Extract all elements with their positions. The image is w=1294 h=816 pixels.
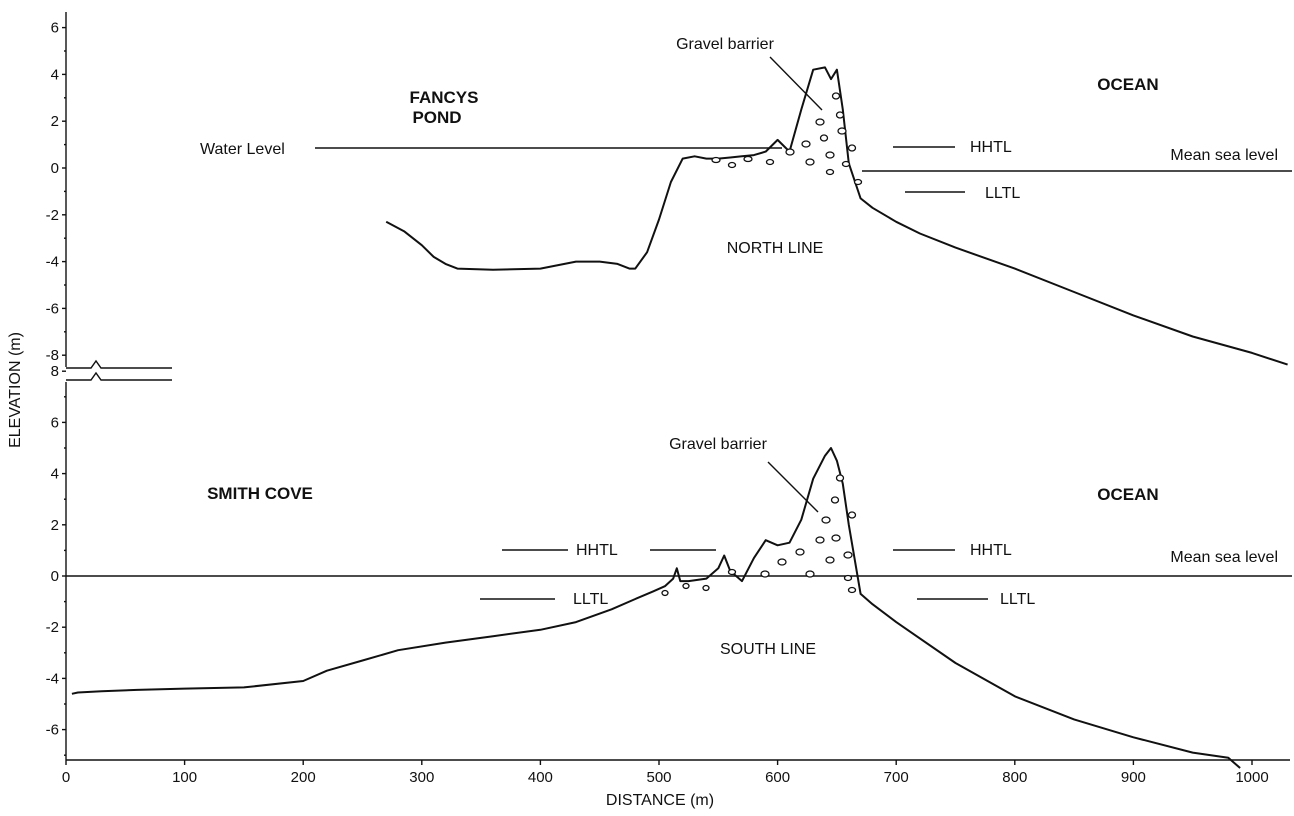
gravel-barrier-leader-bottom — [767, 461, 819, 513]
north-line-label: NORTH LINE — [727, 240, 824, 257]
y-tick-label-bottom: -4 — [46, 670, 59, 687]
x-tick-label: 800 — [1002, 769, 1027, 786]
y-tick-label-top: 0 — [51, 160, 59, 177]
y-tick-label-bottom: 8 — [51, 363, 59, 380]
x-tick-label: 300 — [409, 769, 434, 786]
lltl-label-bottom-left: LLTL — [573, 591, 608, 608]
y-tick-label-bottom: 0 — [51, 568, 59, 585]
x-tick-label: 100 — [172, 769, 197, 786]
y-tick-label-bottom: 6 — [51, 414, 59, 431]
gravel-barrier-label-top: Gravel barrier — [676, 36, 774, 53]
tick-marks — [62, 26, 1253, 765]
gravel-pebbles-bottom — [661, 474, 857, 597]
tick-labels: 6 4 2 0 -2 -4 -6 -88 6 4 2 0 -2 -4 -6 0 100 200 300 400 500 6… — [46, 20, 1269, 786]
y-tick-label-top: -8 — [46, 347, 59, 364]
axis-break-top — [66, 359, 172, 369]
fancys-pond-label-line2: POND — [412, 108, 461, 127]
y-tick-label-top: 2 — [51, 113, 59, 130]
ocean-label-bottom: OCEAN — [1097, 485, 1158, 504]
north-line-profile — [385, 66, 1288, 366]
y-axis-label: ELEVATION (m) — [7, 332, 24, 448]
x-tick-label: 900 — [1121, 769, 1146, 786]
hhtl-label-top: HHTL — [970, 139, 1012, 156]
gravel-barrier-leader-top — [769, 56, 823, 111]
water-level-label: Water Level — [200, 141, 285, 158]
hhtl-label-bottom-right: HHTL — [970, 542, 1012, 559]
smith-cove-label: SMITH COVE — [207, 484, 313, 503]
fancys-pond-label-line1: FANCYS — [410, 88, 479, 107]
ocean-label-top: OCEAN — [1097, 75, 1158, 94]
mean-sea-level-label-top: Mean sea level — [1170, 147, 1278, 164]
x-tick-label: 700 — [884, 769, 909, 786]
x-tick-label: 600 — [765, 769, 790, 786]
x-axis-label: DISTANCE (m) — [606, 792, 714, 809]
mean-sea-level-label-bottom: Mean sea level — [1170, 549, 1278, 566]
y-tick-label-bottom: 2 — [51, 517, 59, 534]
y-tick-label-top: -2 — [46, 207, 59, 224]
x-tick-label: 0 — [62, 769, 70, 786]
x-tick-label: 500 — [646, 769, 671, 786]
lltl-label-top: LLTL — [985, 185, 1020, 202]
y-tick-label-top: -6 — [46, 300, 59, 317]
y-tick-label-top: 6 — [51, 20, 59, 37]
y-tick-label-bottom: -6 — [46, 722, 59, 739]
hhtl-label-bottom-left: HHTL — [576, 542, 618, 559]
axis-break-bottom — [66, 371, 172, 381]
y-tick-label-top: -4 — [46, 254, 59, 271]
x-tick-label: 400 — [528, 769, 553, 786]
south-line-label: SOUTH LINE — [720, 641, 816, 658]
lltl-label-bottom-right: LLTL — [1000, 591, 1035, 608]
x-tick-label: 200 — [291, 769, 316, 786]
south-line-profile — [71, 447, 1241, 769]
y-tick-label-top: 4 — [51, 66, 59, 83]
gravel-barrier-label-bottom: Gravel barrier — [669, 436, 767, 453]
y-tick-label-bottom: 4 — [51, 466, 59, 483]
x-tick-label: 1000 — [1235, 769, 1268, 786]
y-tick-label-bottom: -2 — [46, 619, 59, 636]
gravel-pebbles-top — [711, 92, 863, 186]
